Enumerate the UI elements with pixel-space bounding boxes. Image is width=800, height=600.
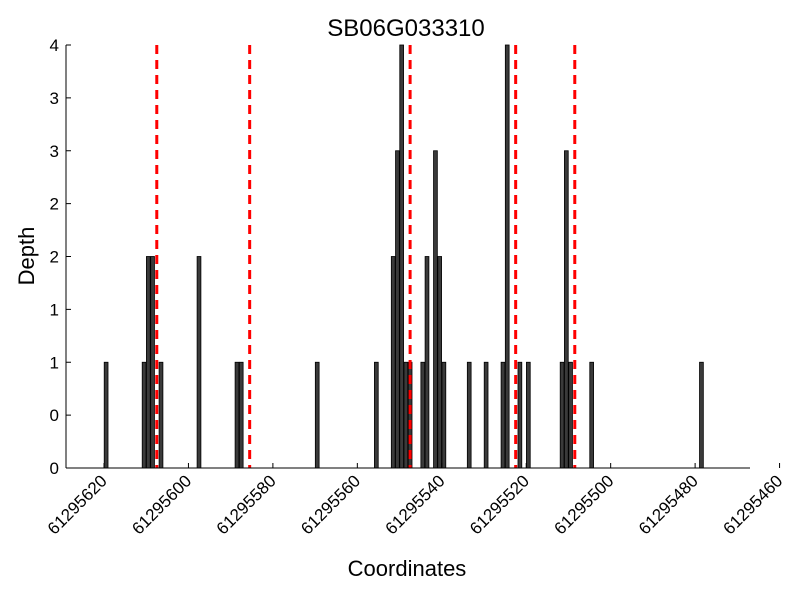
chart-title: SB06G033310 xyxy=(327,15,484,42)
bar xyxy=(500,361,506,469)
bar xyxy=(568,361,573,469)
bar xyxy=(504,44,510,469)
y-tick-label: 0 xyxy=(50,406,59,425)
bar xyxy=(146,256,151,469)
bar xyxy=(238,361,244,469)
bar xyxy=(403,361,409,469)
bar xyxy=(589,361,594,469)
bar xyxy=(559,361,565,469)
bar xyxy=(234,361,240,469)
x-tick-label: 61295580 xyxy=(213,471,280,538)
bar xyxy=(103,361,109,469)
bar xyxy=(420,361,426,469)
y-tick-label: 1 xyxy=(50,353,59,372)
x-axis-label: Coordinates xyxy=(348,556,467,581)
bar xyxy=(526,361,531,469)
y-tick-label: 3 xyxy=(50,89,59,108)
bar xyxy=(141,361,147,469)
x-tick-label: 61295500 xyxy=(551,471,618,538)
bar xyxy=(466,361,472,469)
y-tick-label: 0 xyxy=(50,459,59,478)
axes-group: 0 0 1 1 2 2 3 3 4 61295620 61295600 61295580 6129556… xyxy=(44,36,786,538)
y-tick-label: 4 xyxy=(50,36,59,55)
x-tick-label: 61295460 xyxy=(719,471,786,538)
reference-lines-group xyxy=(155,45,577,468)
x-tick-label: 61295620 xyxy=(44,471,111,538)
x-tick-label: 61295600 xyxy=(128,471,195,538)
bar xyxy=(564,150,569,469)
y-axis-label: Depth xyxy=(14,227,39,286)
bar xyxy=(424,256,430,469)
bar xyxy=(437,256,442,469)
bar xyxy=(196,256,202,469)
bar xyxy=(441,361,447,469)
bar xyxy=(390,256,396,469)
bar xyxy=(314,361,320,469)
y-tick-label: 3 xyxy=(50,142,59,161)
bar xyxy=(395,150,400,469)
bar xyxy=(150,256,155,469)
bar xyxy=(158,361,164,469)
bar xyxy=(433,150,438,469)
bar xyxy=(483,361,489,469)
y-tick-label: 1 xyxy=(50,300,59,319)
x-tick-label: 61295480 xyxy=(635,471,702,538)
bar xyxy=(399,44,404,469)
x-tick-label: 61295520 xyxy=(466,471,533,538)
y-tick-label: 2 xyxy=(50,248,59,267)
x-tick-label: 61295560 xyxy=(297,471,364,538)
bar xyxy=(374,361,379,469)
bar xyxy=(699,361,704,469)
y-tick-label: 2 xyxy=(50,195,59,214)
bars-group xyxy=(103,44,704,469)
x-tick-label: 61295540 xyxy=(382,471,449,538)
bar xyxy=(517,361,523,469)
